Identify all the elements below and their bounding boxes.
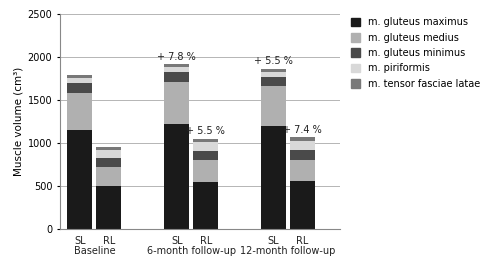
Text: + 7.8 %: + 7.8 % <box>158 52 196 62</box>
Bar <box>96 147 122 150</box>
Bar <box>290 141 315 150</box>
Bar <box>96 158 122 167</box>
Bar <box>261 86 286 126</box>
Text: Baseline: Baseline <box>74 246 115 256</box>
Text: SL: SL <box>268 236 280 246</box>
Bar <box>68 75 92 78</box>
Bar <box>261 69 286 72</box>
Legend: m. gluteus maximus, m. gluteus medius, m. gluteus minimus, m. piriformis, m. ten: m. gluteus maximus, m. gluteus medius, m… <box>348 15 483 92</box>
Bar <box>193 139 218 142</box>
Bar <box>290 160 315 181</box>
Text: RL: RL <box>102 236 115 246</box>
Bar <box>164 82 190 124</box>
Bar <box>68 83 92 93</box>
Bar <box>68 129 92 229</box>
Bar <box>164 67 190 72</box>
Bar <box>193 182 218 229</box>
Bar <box>261 77 286 86</box>
Y-axis label: Muscle volume (cm³): Muscle volume (cm³) <box>14 67 24 176</box>
Bar <box>164 124 190 229</box>
Bar <box>164 64 190 67</box>
Bar <box>193 151 218 160</box>
Bar <box>96 186 122 229</box>
Text: RL: RL <box>200 236 212 246</box>
Bar <box>96 167 122 186</box>
Bar <box>164 72 190 82</box>
Bar <box>261 126 286 229</box>
Text: 6-month follow-up: 6-month follow-up <box>146 246 236 256</box>
Bar <box>68 78 92 83</box>
Bar <box>261 72 286 77</box>
Bar <box>193 142 218 151</box>
Text: 12-month follow-up: 12-month follow-up <box>240 246 336 256</box>
Bar <box>193 160 218 182</box>
Text: RL: RL <box>296 236 308 246</box>
Text: SL: SL <box>171 236 182 246</box>
Bar <box>290 181 315 229</box>
Text: + 5.5 %: + 5.5 % <box>186 126 225 136</box>
Text: + 5.5 %: + 5.5 % <box>254 56 293 66</box>
Text: SL: SL <box>74 236 86 246</box>
Text: + 7.4 %: + 7.4 % <box>283 125 322 135</box>
Bar <box>96 150 122 158</box>
Bar <box>68 93 92 129</box>
Bar <box>290 150 315 160</box>
Bar <box>290 137 315 141</box>
